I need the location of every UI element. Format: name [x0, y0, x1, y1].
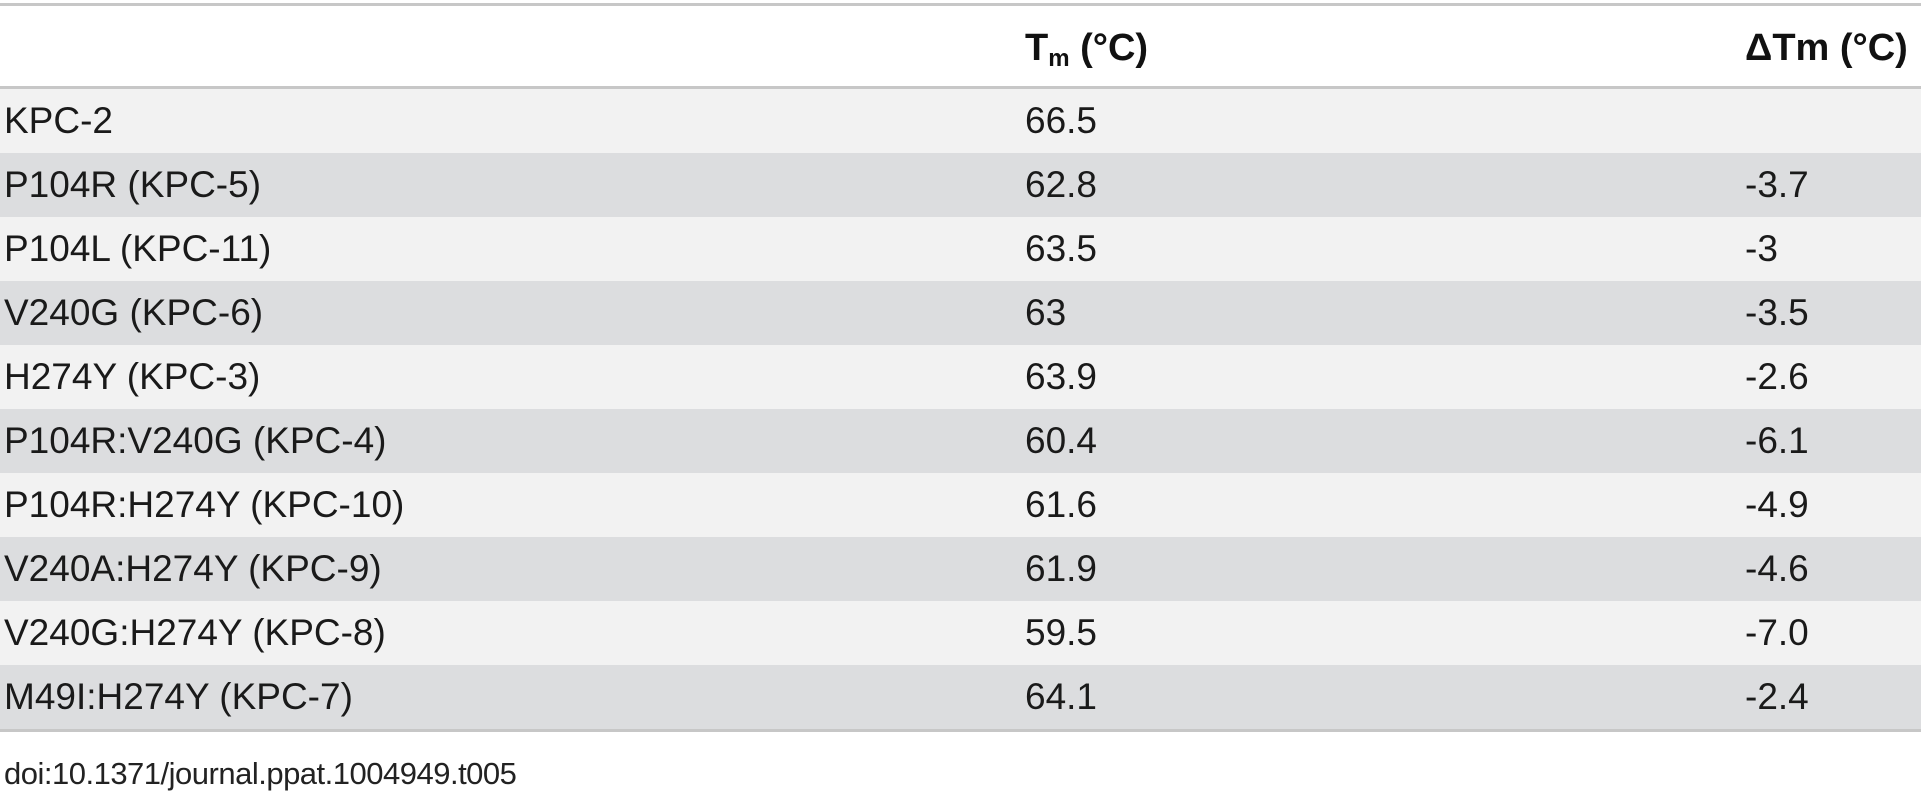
tm-cell: 63.5 [1025, 228, 1098, 269]
variant-cell: P104R (KPC-5) [4, 164, 262, 205]
variant-cell: P104R:H274Y (KPC-10) [4, 484, 405, 525]
variant-cell: V240G:H274Y (KPC-8) [4, 612, 386, 653]
table-bottom-rule [0, 729, 1921, 732]
tm-cell: 61.9 [1025, 548, 1098, 589]
table-row: P104R (KPC-5) 62.8 -3.7 [0, 153, 1921, 217]
delta-tm-cell: -6.1 [1745, 420, 1809, 461]
variant-cell: P104R:V240G (KPC-4) [4, 420, 387, 461]
variant-cell: KPC-2 [4, 100, 113, 141]
delta-tm-cell: -2.4 [1745, 676, 1809, 717]
tm-cell: 61.6 [1025, 484, 1098, 525]
table-header: Tm (°C) ΔTm (°C) [0, 6, 1921, 86]
delta-tm-cell: -4.9 [1745, 484, 1809, 525]
tm-cell: 66.5 [1025, 100, 1098, 141]
delta-tm-cell: -3 [1745, 228, 1778, 269]
variant-cell: M49I:H274Y (KPC-7) [4, 676, 353, 717]
table-row: P104L (KPC-11) 63.5 -3 [0, 217, 1921, 281]
header-tm-main: T [1025, 27, 1049, 69]
table-row: V240A:H274Y (KPC-9) 61.9 -4.6 [0, 537, 1921, 601]
header-delta-tm: ΔTm (°C) [1745, 27, 1908, 69]
delta-tm-cell: -3.5 [1745, 292, 1809, 333]
table-top-rule [0, 3, 1921, 6]
tm-cell: 63.9 [1025, 356, 1098, 397]
tm-cell: 64.1 [1025, 676, 1098, 717]
table-row: V240G (KPC-6) 63 -3.5 [0, 281, 1921, 345]
table-header-rule [0, 86, 1921, 89]
header-tm: Tm (°C) [1025, 27, 1149, 71]
table-row: H274Y (KPC-3) 63.9 -2.6 [0, 345, 1921, 409]
table-row: V240G:H274Y (KPC-8) 59.5 -7.0 [0, 601, 1921, 665]
tm-cell: 63 [1025, 292, 1067, 333]
delta-tm-cell: -4.6 [1745, 548, 1809, 589]
table-row: P104R:H274Y (KPC-10) 61.6 -4.9 [0, 473, 1921, 537]
tm-cell: 59.5 [1025, 612, 1098, 653]
delta-tm-cell: -7.0 [1745, 612, 1809, 653]
variant-cell: V240A:H274Y (KPC-9) [4, 548, 382, 589]
header-tm-unit: (°C) [1069, 27, 1149, 69]
variant-cell: H274Y (KPC-3) [4, 356, 261, 397]
table-row: KPC-2 66.5 [0, 89, 1921, 153]
table-body: KPC-2 66.5 P104R (KPC-5) 62.8 -3.7 P104L… [0, 89, 1921, 729]
table-row: M49I:H274Y (KPC-7) 64.1 -2.4 [0, 665, 1921, 729]
table-row: P104R:V240G (KPC-4) 60.4 -6.1 [0, 409, 1921, 473]
doi-caption: doi:10.1371/journal.ppat.1004949.t005 [4, 756, 517, 791]
variant-cell: V240G (KPC-6) [4, 292, 264, 333]
delta-tm-cell: -3.7 [1745, 164, 1809, 205]
variant-cell: P104L (KPC-11) [4, 228, 272, 269]
tm-cell: 62.8 [1025, 164, 1098, 205]
header-tm-sub: m [1048, 45, 1070, 72]
tm-cell: 60.4 [1025, 420, 1098, 461]
delta-tm-cell: -2.6 [1745, 356, 1809, 397]
